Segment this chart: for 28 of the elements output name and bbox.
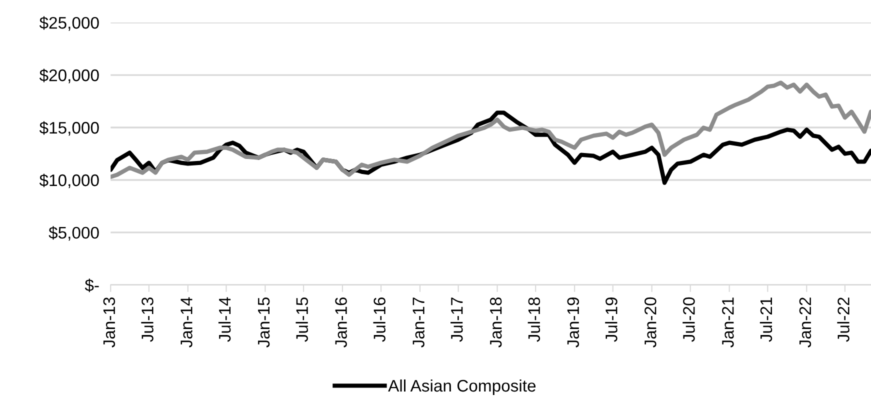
x-tick-label: Jan-21 — [722, 298, 734, 348]
x-tick-label: Jul-17 — [450, 298, 463, 342]
y-tick-label: $25,000 — [39, 16, 99, 31]
x-tick-label: Jan-20 — [644, 297, 656, 348]
line-series — [110, 80, 871, 179]
x-tick-label: Jul-13 — [141, 297, 154, 342]
x-tick-label: Jul-20 — [682, 297, 695, 342]
x-tick-label: Jul-22 — [837, 298, 850, 342]
x-tick-label: Jan-16 — [335, 297, 347, 348]
y-tick-label: $5,000 — [48, 226, 99, 241]
x-tick-label: Jan-22 — [799, 298, 812, 348]
x-tick-label: Jan-13 — [103, 297, 116, 348]
x-tick-label: Jan-14 — [180, 297, 192, 348]
y-tick-label: $20,000 — [39, 68, 99, 84]
y-tick-label: $10,000 — [39, 174, 99, 188]
y-tick-label: $- — [84, 278, 99, 292]
y-tick-label: $15,000 — [39, 121, 99, 136]
x-tick-label: Jan-19 — [567, 298, 580, 348]
x-tick-label: Jul-21 — [760, 298, 772, 342]
x-tick-label: Jul-15 — [296, 297, 308, 342]
x-tick-label: Jul-18 — [528, 297, 540, 342]
x-tick-label: Jul-16 — [373, 297, 386, 342]
x-tick-label: Jul-14 — [218, 297, 231, 342]
x-tick-label: Jan-15 — [258, 297, 270, 348]
x-tick-label: Jul-19 — [605, 298, 618, 342]
x-tick-label: Jan-17 — [412, 298, 424, 348]
legend-label: All Asian Composite — [388, 379, 536, 395]
x-tick-label: Jan-18 — [490, 297, 502, 348]
